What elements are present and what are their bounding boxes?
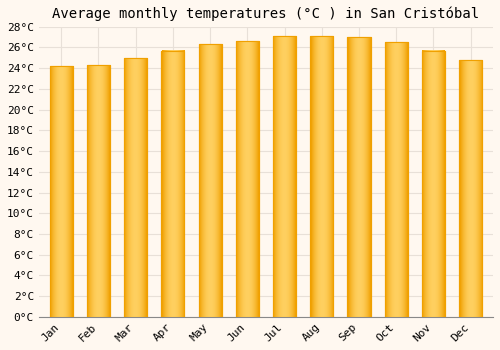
Bar	[50, 66, 72, 317]
Bar	[198, 44, 222, 317]
Bar	[348, 37, 370, 317]
Bar	[87, 65, 110, 317]
Bar	[273, 36, 296, 317]
Bar	[310, 36, 334, 317]
Bar	[124, 58, 147, 317]
Bar	[162, 51, 184, 317]
Bar	[348, 37, 370, 317]
Bar	[310, 36, 334, 317]
Bar	[162, 51, 184, 317]
Bar	[459, 60, 482, 317]
Bar	[384, 42, 408, 317]
Bar	[459, 60, 482, 317]
Bar	[422, 51, 445, 317]
Bar	[273, 36, 296, 317]
Bar	[50, 66, 72, 317]
Bar	[422, 51, 445, 317]
Bar	[236, 41, 259, 317]
Bar	[236, 41, 259, 317]
Bar	[87, 65, 110, 317]
Bar	[198, 44, 222, 317]
Bar	[384, 42, 408, 317]
Title: Average monthly temperatures (°C ) in San Cristóbal: Average monthly temperatures (°C ) in Sa…	[52, 7, 480, 21]
Bar	[124, 58, 147, 317]
